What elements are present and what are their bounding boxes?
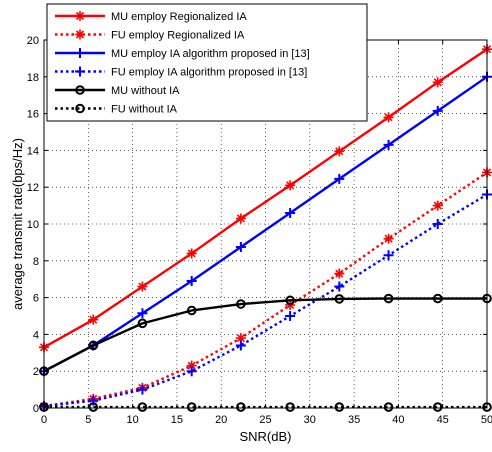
star-marker <box>383 112 394 123</box>
x-tick-label: 25 <box>259 414 271 426</box>
plus-marker <box>334 281 345 292</box>
circle-marker <box>137 402 148 412</box>
x-tick-label: 5 <box>85 414 91 426</box>
circle-marker <box>186 305 197 316</box>
plus-marker <box>75 66 85 77</box>
legend-label: MU employ IA algorithm proposed in [13] <box>111 48 310 60</box>
legend-label: FU employ IA algorithm proposed in [13] <box>111 67 307 79</box>
plus-marker <box>75 48 85 58</box>
legend-entry: MU without IA <box>55 85 180 97</box>
x-tick-label: 40 <box>392 414 404 426</box>
circle-marker <box>383 293 394 304</box>
y-tick-label: 12 <box>27 182 39 194</box>
y-tick-label: 16 <box>27 109 39 121</box>
y-tick-label: 0 <box>33 403 39 415</box>
circle-marker <box>383 402 394 412</box>
star-marker <box>75 29 85 40</box>
legend-label: MU without IA <box>111 85 180 97</box>
x-tick-label: 45 <box>437 414 449 426</box>
star-marker <box>137 281 148 292</box>
circle-marker <box>285 295 295 306</box>
series-line <box>43 171 488 408</box>
y-tick-label: 8 <box>33 256 39 268</box>
series-line <box>43 75 488 373</box>
plus-marker <box>137 384 148 395</box>
plus-marker <box>383 139 394 150</box>
plus-marker <box>432 105 443 116</box>
y-tick-label: 4 <box>33 329 39 341</box>
circle-marker <box>236 402 246 412</box>
x-axis-label: SNR(dB) <box>239 429 291 444</box>
x-tick-label: 20 <box>215 414 227 426</box>
star-marker <box>235 333 246 344</box>
series-5 <box>39 293 492 377</box>
plus-marker <box>137 308 148 319</box>
legend-label: MU employ Regionalized IA <box>111 11 247 23</box>
plus-marker <box>285 311 296 321</box>
plus-marker <box>235 340 246 351</box>
circle-marker <box>236 299 246 309</box>
circle-marker <box>285 402 295 412</box>
legend-entry: FU employ Regionalized IA <box>55 29 245 42</box>
y-tick-label: 18 <box>27 72 39 84</box>
legend-entry: MU employ IA algorithm proposed in [13] <box>55 48 310 60</box>
legend-box <box>46 3 368 122</box>
series-line <box>43 193 488 408</box>
circle-marker <box>137 318 148 329</box>
circle-marker <box>334 402 345 412</box>
circle-marker <box>88 340 99 351</box>
star-marker <box>432 200 443 211</box>
circle-marker <box>334 294 345 304</box>
plus-marker <box>186 366 197 377</box>
circle-marker <box>186 402 197 412</box>
circle-marker <box>75 103 85 114</box>
x-tick-label: 50 <box>481 414 492 426</box>
y-tick-label: 2 <box>33 366 39 378</box>
ticks: 0 5 10 15 20 25 30 35 40 45 50 0 2 4 6 8 10 12 14 16 18 20 <box>27 35 492 426</box>
circle-marker <box>432 293 443 304</box>
y-tick-label: 20 <box>27 35 39 47</box>
x-tick-label: 10 <box>126 414 138 426</box>
plus-marker <box>235 242 246 252</box>
y-tick-label: 10 <box>27 219 39 231</box>
series-line <box>43 48 488 349</box>
star-marker <box>432 77 443 88</box>
plus-marker <box>383 250 394 261</box>
star-marker <box>334 146 345 157</box>
legend-entry: FU without IA <box>55 104 178 116</box>
x-tick-label: 15 <box>171 414 183 426</box>
star-marker <box>75 11 85 21</box>
plus-marker <box>432 219 443 229</box>
star-marker <box>285 180 296 191</box>
legend-label: FU employ Regionalized IA <box>111 30 245 42</box>
star-marker <box>186 248 197 259</box>
series-line <box>43 297 487 373</box>
legend-entry: FU employ IA algorithm proposed in [13] <box>55 66 307 79</box>
star-marker <box>334 268 345 279</box>
legend-label: FU without IA <box>111 104 178 116</box>
plus-marker <box>285 207 296 218</box>
plus-marker <box>186 276 197 287</box>
circle-marker <box>88 402 99 412</box>
circle-marker <box>75 85 85 95</box>
star-marker <box>186 360 197 371</box>
y-tick-label: 14 <box>27 145 39 157</box>
x-tick-label: 35 <box>348 414 360 426</box>
star-marker <box>88 314 99 325</box>
legend-entry: MU employ Regionalized IA <box>55 11 247 23</box>
y-tick-label: 6 <box>33 293 39 305</box>
plus-marker <box>334 173 345 184</box>
x-tick-label: 0 <box>41 414 47 426</box>
star-marker <box>235 213 246 224</box>
x-tick-label: 30 <box>304 414 316 426</box>
legend: MU employ Regionalized IA FU employ Regio… <box>46 3 368 122</box>
y-axis-label: average transmit rate(bps/Hz) <box>10 138 25 310</box>
star-marker <box>383 233 394 244</box>
circle-marker <box>432 402 443 412</box>
